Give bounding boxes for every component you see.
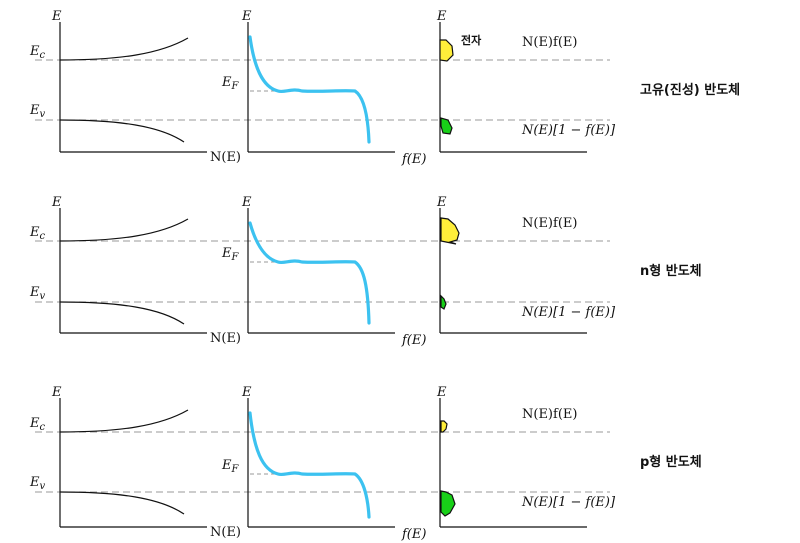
- row-n-type-conduction-dos-curve: [59, 218, 189, 242]
- row-p-type-title: p형 반도체: [640, 455, 702, 470]
- row-n-type-electron-distribution: [440, 217, 460, 245]
- row-p-type-dos-e-axis-label: E: [52, 385, 62, 400]
- row-n-type-ec-label: Ec: [30, 225, 46, 242]
- row-p-type-ef-label-subscript: F: [231, 464, 239, 475]
- row-p-type-ec-label-symbol: E: [30, 416, 40, 431]
- row-intrinsic-ef-label-subscript: F: [231, 81, 239, 92]
- row-intrinsic-electrons-tag: 전자: [461, 34, 482, 47]
- row-n-type-ev-label-symbol: E: [30, 285, 40, 300]
- row-intrinsic-ev-label-symbol: E: [30, 103, 40, 118]
- row-intrinsic-valence-dos-curve: [59, 119, 185, 143]
- row-p-type-dos-axis-label: N(E): [210, 525, 242, 540]
- row-p-type-ef-label: EF: [222, 458, 239, 475]
- row-n-type-ev-label-subscript: v: [39, 291, 46, 302]
- row-intrinsic-conduction-dos-curve: [59, 37, 189, 61]
- row-p-type-fermi-e-axis-label: E: [242, 385, 252, 400]
- row-n-type-hole-density-formula: N(E)[1 − f(E)]: [522, 305, 616, 320]
- row-intrinsic-electron-density-formula: N(E)f(E): [522, 35, 578, 50]
- row-intrinsic-ev-label-subscript: v: [39, 109, 46, 120]
- row-intrinsic-ef-label: EF: [222, 75, 239, 92]
- row-n-type-electron-density-formula: N(E)f(E): [522, 216, 578, 231]
- row-n-type-valence-dos-curve: [59, 301, 185, 325]
- row-n-type-ev-label: Ev: [30, 285, 46, 302]
- row-n-type-title: n형 반도체: [640, 264, 702, 279]
- row-intrinsic-fermi-e-axis-label: E: [242, 9, 252, 24]
- row-intrinsic-fermi-axis-label: f(E): [402, 152, 427, 167]
- row-n-type-ef-label: EF: [222, 246, 239, 263]
- row-p-type-ev-label-symbol: E: [30, 475, 40, 490]
- row-p-type-ev-label: Ev: [30, 475, 46, 492]
- row-n-type-hole-distribution: [440, 294, 447, 310]
- row-intrinsic-dos-axis-label: N(E): [210, 150, 242, 165]
- row-p-type-conduction-dos-curve: [59, 409, 189, 433]
- row-n-type-dos-axis-label: N(E): [210, 331, 242, 346]
- row-n-type-dos-e-axis-label: E: [52, 195, 62, 210]
- row-intrinsic-ec-label-symbol: E: [30, 44, 40, 59]
- row-p-type-hole-distribution: [440, 490, 456, 517]
- row-p-type-ec-label: Ec: [30, 416, 46, 433]
- row-p-type-electron-distribution: [440, 420, 448, 433]
- row-intrinsic-carrier-e-axis-label: E: [437, 9, 447, 24]
- row-intrinsic-fermi-curve: [248, 35, 371, 144]
- row-p-type-ev-label-subscript: v: [39, 481, 46, 492]
- row-n-type-carrier-e-axis-label: E: [437, 195, 447, 210]
- row-p-type-carrier-e-axis-label: E: [437, 385, 447, 400]
- row-p-type-valence-dos-curve: [59, 491, 185, 515]
- row-intrinsic-hole-distribution: [440, 117, 453, 135]
- row-p-type-hole-density-formula: N(E)[1 − f(E)]: [522, 495, 616, 510]
- row-n-type-fermi-e-axis-label: E: [242, 195, 252, 210]
- row-p-type-ef-label-symbol: E: [222, 458, 232, 473]
- row-intrinsic-ec-label: Ec: [30, 44, 46, 61]
- row-intrinsic-ec-label-subscript: c: [39, 50, 46, 61]
- row-n-type-ef-label-subscript: F: [231, 252, 239, 263]
- row-n-type-ec-label-symbol: E: [30, 225, 40, 240]
- row-intrinsic-title: 고유(진성) 반도체: [640, 83, 741, 98]
- row-intrinsic-ef-label-symbol: E: [222, 75, 232, 90]
- row-intrinsic-dos-e-axis-label: E: [52, 9, 62, 24]
- row-n-type-ec-label-subscript: c: [39, 231, 46, 242]
- row-n-type-fermi-axis-label: f(E): [402, 333, 427, 348]
- row-p-type-fermi-axis-label: f(E): [402, 527, 427, 542]
- row-intrinsic-electron-distribution: [439, 39, 454, 62]
- row-intrinsic-ev-label: Ev: [30, 103, 46, 120]
- row-intrinsic-hole-density-formula: N(E)[1 − f(E)]: [522, 123, 616, 138]
- row-p-type-electron-density-formula: N(E)f(E): [522, 407, 578, 422]
- row-n-type-ef-label-symbol: E: [222, 246, 232, 261]
- row-p-type-fermi-curve: [248, 411, 371, 519]
- row-n-type-fermi-curve: [248, 221, 371, 325]
- row-p-type-ec-label-subscript: c: [39, 422, 46, 433]
